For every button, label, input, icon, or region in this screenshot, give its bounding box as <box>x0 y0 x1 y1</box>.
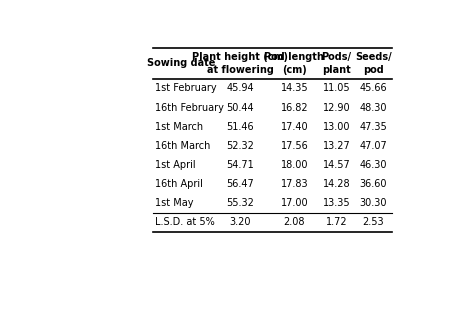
Text: 14.57: 14.57 <box>323 160 350 170</box>
Text: at flowering: at flowering <box>207 65 273 75</box>
Text: 50.44: 50.44 <box>227 103 254 113</box>
Text: 14.35: 14.35 <box>281 83 308 93</box>
Text: 13.27: 13.27 <box>323 141 350 151</box>
Text: Sowing date: Sowing date <box>147 58 216 68</box>
Text: Pod length: Pod length <box>264 52 324 62</box>
Text: 47.07: 47.07 <box>359 141 387 151</box>
Text: 3.20: 3.20 <box>229 217 251 227</box>
Text: 16.82: 16.82 <box>281 103 308 113</box>
Text: Seeds/: Seeds/ <box>355 52 392 62</box>
Text: 16th February: 16th February <box>155 103 224 113</box>
Text: 48.30: 48.30 <box>360 103 387 113</box>
Text: 17.40: 17.40 <box>281 122 308 132</box>
Text: 1st March: 1st March <box>155 122 203 132</box>
Text: 54.71: 54.71 <box>226 160 254 170</box>
Text: L.S.D. at 5%: L.S.D. at 5% <box>155 217 215 227</box>
Text: 47.35: 47.35 <box>359 122 387 132</box>
Text: 1st April: 1st April <box>155 160 195 170</box>
Text: 13.35: 13.35 <box>323 198 350 208</box>
Text: 52.32: 52.32 <box>226 141 254 151</box>
Text: plant: plant <box>322 65 351 75</box>
Text: 45.94: 45.94 <box>227 83 254 93</box>
Text: pod: pod <box>363 65 384 75</box>
Text: 36.60: 36.60 <box>360 179 387 189</box>
Text: 14.28: 14.28 <box>323 179 350 189</box>
Text: 16th March: 16th March <box>155 141 210 151</box>
Text: 18.00: 18.00 <box>281 160 308 170</box>
Text: Pods/: Pods/ <box>321 52 352 62</box>
Text: 17.00: 17.00 <box>281 198 308 208</box>
Text: 17.56: 17.56 <box>281 141 308 151</box>
Text: 11.05: 11.05 <box>323 83 350 93</box>
Text: 1.72: 1.72 <box>326 217 347 227</box>
Text: 51.46: 51.46 <box>227 122 254 132</box>
Text: 13.00: 13.00 <box>323 122 350 132</box>
Text: 1st May: 1st May <box>155 198 193 208</box>
Text: 45.66: 45.66 <box>359 83 387 93</box>
Text: 30.30: 30.30 <box>360 198 387 208</box>
Text: 55.32: 55.32 <box>226 198 254 208</box>
Text: 46.30: 46.30 <box>360 160 387 170</box>
Text: 16th April: 16th April <box>155 179 203 189</box>
Text: 2.53: 2.53 <box>363 217 384 227</box>
Text: (cm): (cm) <box>282 65 307 75</box>
Text: Plant height (cm): Plant height (cm) <box>192 52 288 62</box>
Text: 17.83: 17.83 <box>281 179 308 189</box>
Text: 2.08: 2.08 <box>283 217 305 227</box>
Text: 12.90: 12.90 <box>323 103 350 113</box>
Text: 56.47: 56.47 <box>226 179 254 189</box>
Text: 1st February: 1st February <box>155 83 217 93</box>
